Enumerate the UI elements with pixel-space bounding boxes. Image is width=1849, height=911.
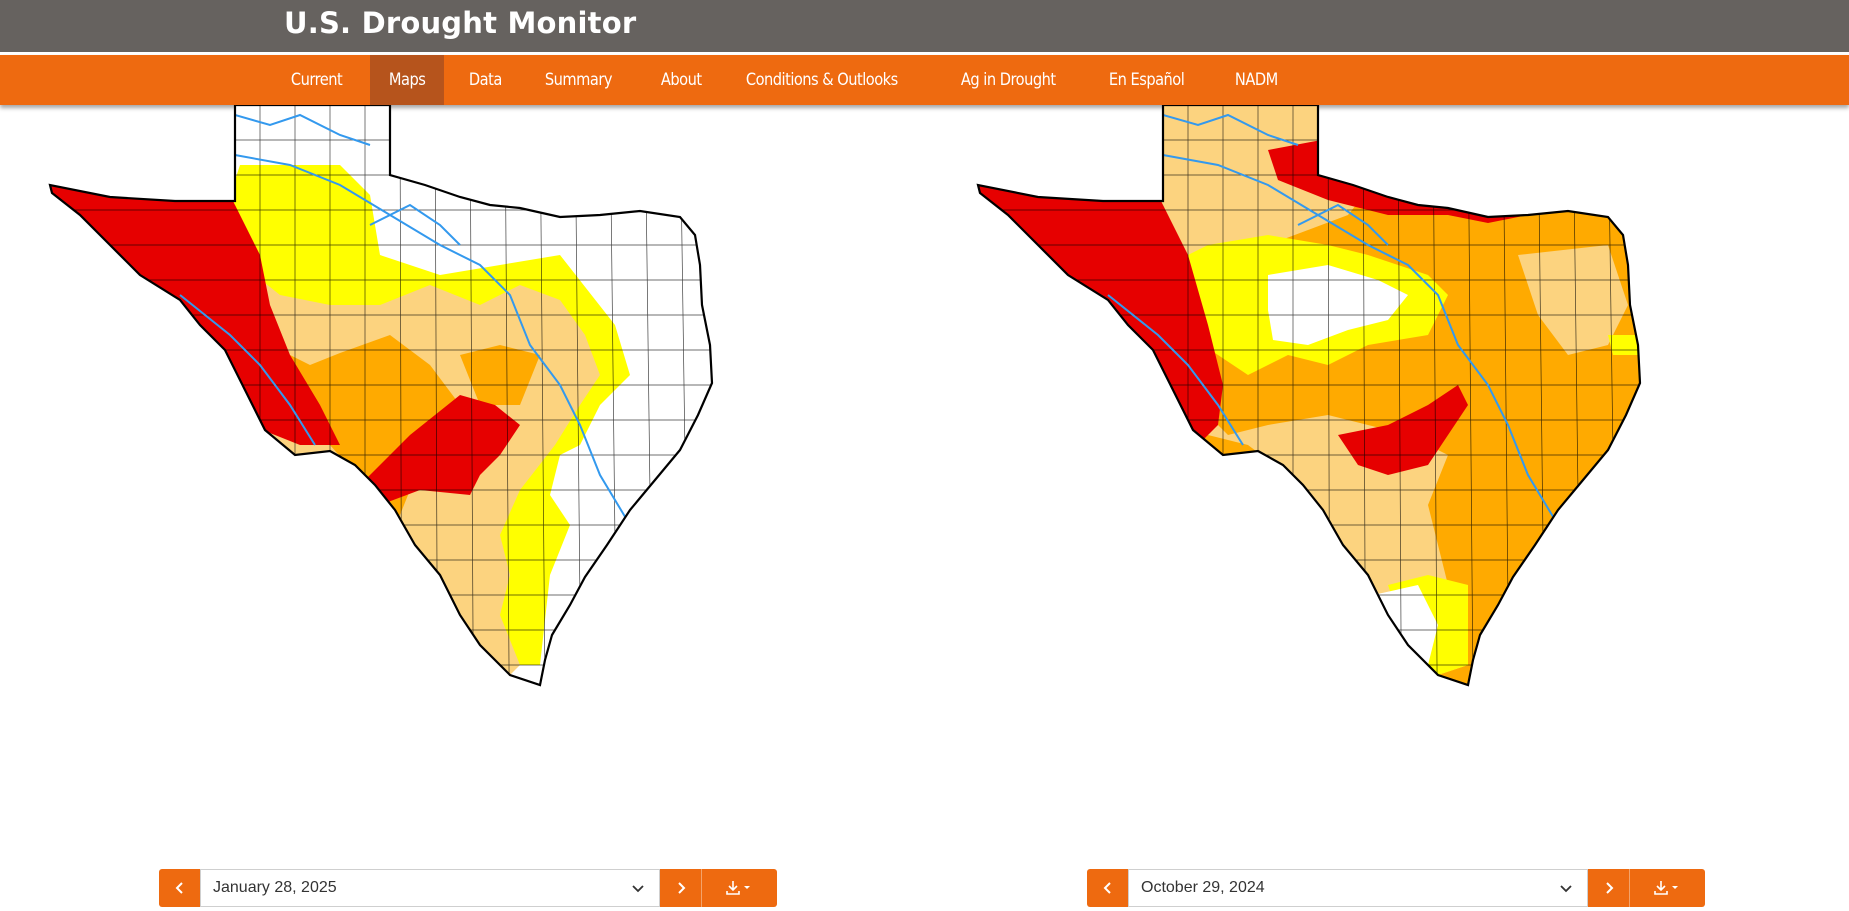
next-date-button[interactable] xyxy=(1588,869,1629,907)
drought-map-right[interactable] xyxy=(968,105,1808,805)
county-lines xyxy=(978,105,1640,685)
state-outline xyxy=(976,105,1642,687)
next-date-button[interactable] xyxy=(660,869,701,907)
date-select[interactable]: October 29, 2024 xyxy=(1128,869,1588,907)
download-icon xyxy=(1653,881,1678,895)
download-icon xyxy=(725,881,750,895)
date-select[interactable]: January 28, 2025 xyxy=(200,869,660,907)
state-outline xyxy=(48,105,714,687)
map-controls-left: January 28, 2025 xyxy=(159,869,777,907)
nav-conditions-outlooks[interactable]: Conditions & Outlooks xyxy=(746,70,899,90)
drought-map-left[interactable] xyxy=(40,105,880,805)
nav-ag-in-drought[interactable]: Ag in Drought xyxy=(960,70,1056,90)
map-controls-right: October 29, 2024 xyxy=(1087,869,1705,907)
selected-date: January 28, 2025 xyxy=(213,879,337,896)
prev-date-button[interactable] xyxy=(159,869,200,907)
nav-current[interactable]: Current xyxy=(290,70,343,90)
prev-date-button[interactable] xyxy=(1087,869,1128,907)
selected-date: October 29, 2024 xyxy=(1141,879,1265,896)
chevron-down-icon xyxy=(632,885,644,893)
site-header: U.S. Drought Monitor xyxy=(0,0,1849,52)
download-button[interactable] xyxy=(701,869,777,907)
chevron-left-icon xyxy=(175,882,183,894)
main-nav: Current Maps Data Summary About Conditio… xyxy=(0,55,1849,105)
chevron-right-icon xyxy=(1605,882,1613,894)
nav-about[interactable]: About xyxy=(661,70,702,90)
site-title[interactable]: U.S. Drought Monitor xyxy=(284,6,637,40)
nav-nadm[interactable]: NADM xyxy=(1234,70,1278,90)
chevron-right-icon xyxy=(677,882,685,894)
header-divider xyxy=(0,52,1849,55)
nav-en-espanol[interactable]: En Español xyxy=(1108,70,1185,90)
nav-summary[interactable]: Summary xyxy=(545,70,613,90)
county-lines xyxy=(50,105,712,685)
rivers xyxy=(179,113,631,526)
chevron-left-icon xyxy=(1103,882,1111,894)
chevron-down-icon xyxy=(1560,885,1572,893)
nav-data[interactable]: Data xyxy=(468,70,502,90)
nav-maps[interactable]: Maps xyxy=(369,55,444,105)
rivers xyxy=(1107,113,1559,526)
download-button[interactable] xyxy=(1629,869,1705,907)
